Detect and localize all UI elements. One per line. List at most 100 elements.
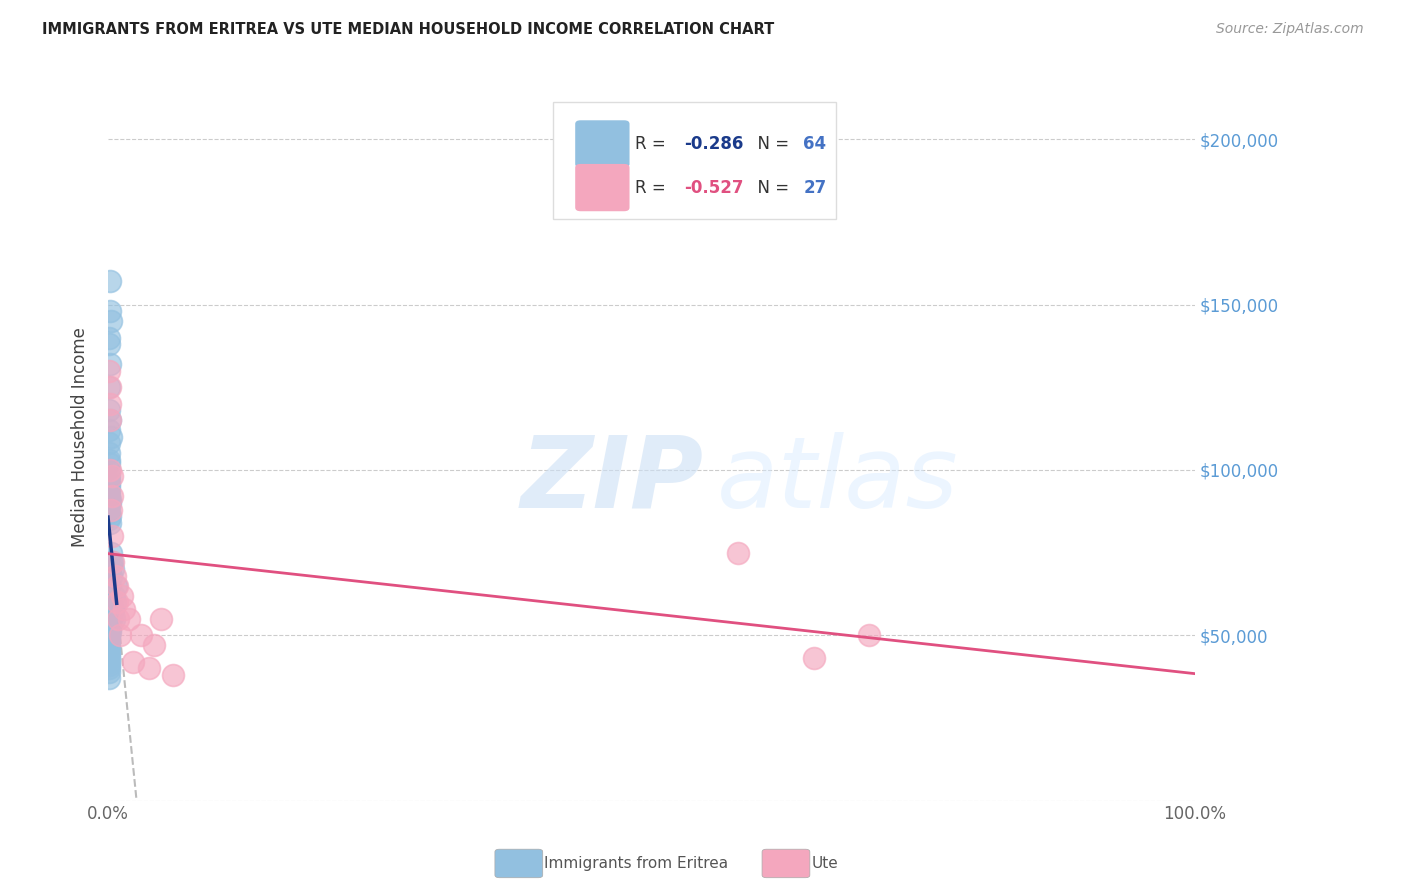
Point [150, 612, 173, 626]
Point [142, 638, 165, 652]
Point [98, 413, 121, 427]
FancyBboxPatch shape [554, 102, 837, 219]
Point [97, 479, 120, 493]
Point [101, 605, 124, 619]
Text: Immigrants from Eritrea: Immigrants from Eritrea [544, 856, 728, 871]
Text: 64: 64 [803, 136, 827, 153]
Point [105, 579, 128, 593]
Point [100, 502, 122, 516]
Point [98, 624, 121, 639]
Point [97, 628, 120, 642]
Point [101, 469, 124, 483]
Point [100, 579, 122, 593]
Point [103, 589, 125, 603]
Point [98, 506, 121, 520]
Point [98, 509, 121, 524]
Point [103, 562, 125, 576]
Point [98, 615, 121, 629]
Point [97, 648, 120, 662]
FancyBboxPatch shape [575, 120, 630, 168]
Point [98, 456, 121, 470]
Point [98, 496, 121, 510]
Point [122, 655, 145, 669]
Point [98, 516, 121, 530]
Point [111, 589, 134, 603]
Point [97, 638, 120, 652]
Point [100, 545, 122, 559]
Point [97, 364, 120, 378]
Point [100, 430, 122, 444]
Text: Source: ZipAtlas.com: Source: ZipAtlas.com [1216, 22, 1364, 37]
Point [98, 486, 121, 500]
Text: -0.286: -0.286 [683, 136, 744, 153]
Point [97, 483, 120, 497]
Point [97, 655, 120, 669]
Text: R =: R = [636, 179, 671, 197]
Point [98, 562, 121, 576]
Point [98, 357, 121, 371]
Point [100, 556, 122, 570]
Point [101, 556, 124, 570]
Text: IMMIGRANTS FROM ERITREA VS UTE MEDIAN HOUSEHOLD INCOME CORRELATION CHART: IMMIGRANTS FROM ERITREA VS UTE MEDIAN HO… [42, 22, 775, 37]
Point [98, 622, 121, 636]
Text: -0.527: -0.527 [683, 179, 744, 197]
Point [100, 397, 122, 411]
Text: atlas: atlas [717, 432, 957, 529]
Text: N =: N = [747, 179, 794, 197]
FancyBboxPatch shape [575, 164, 630, 211]
Point [103, 612, 125, 626]
Point [97, 658, 120, 673]
Point [101, 608, 124, 623]
Text: 27: 27 [803, 179, 827, 197]
Point [100, 568, 122, 582]
Point [101, 529, 124, 543]
Point [98, 618, 121, 632]
Point [97, 632, 120, 646]
Point [105, 595, 128, 609]
Point [129, 628, 152, 642]
Point [98, 512, 121, 526]
Point [104, 579, 127, 593]
Point [727, 545, 749, 559]
Point [97, 476, 120, 491]
Point [97, 645, 120, 659]
Point [98, 413, 121, 427]
Point [97, 651, 120, 665]
Point [803, 651, 825, 665]
Point [98, 463, 121, 477]
Point [98, 274, 121, 288]
Point [98, 489, 121, 503]
Point [97, 453, 120, 467]
Point [98, 502, 121, 516]
Y-axis label: Median Household Income: Median Household Income [72, 326, 89, 547]
Point [162, 668, 184, 682]
Point [100, 463, 122, 477]
Point [97, 403, 120, 417]
Point [98, 330, 121, 344]
Point [112, 601, 135, 615]
Point [108, 628, 131, 642]
Text: Ute: Ute [811, 856, 838, 871]
Text: R =: R = [636, 136, 671, 153]
Point [101, 556, 124, 570]
Point [98, 380, 121, 394]
Point [97, 473, 120, 487]
Point [100, 595, 122, 609]
Point [107, 612, 129, 626]
Point [103, 568, 125, 582]
Point [101, 601, 124, 615]
Point [100, 304, 122, 318]
Text: ZIP: ZIP [520, 432, 704, 529]
Point [97, 436, 120, 450]
Point [98, 337, 121, 351]
Point [97, 671, 120, 685]
Point [97, 665, 120, 679]
Point [97, 446, 120, 460]
Point [97, 661, 120, 675]
Text: N =: N = [747, 136, 794, 153]
Point [97, 641, 120, 656]
Point [103, 595, 125, 609]
Point [101, 601, 124, 615]
Point [117, 612, 139, 626]
Point [101, 489, 124, 503]
